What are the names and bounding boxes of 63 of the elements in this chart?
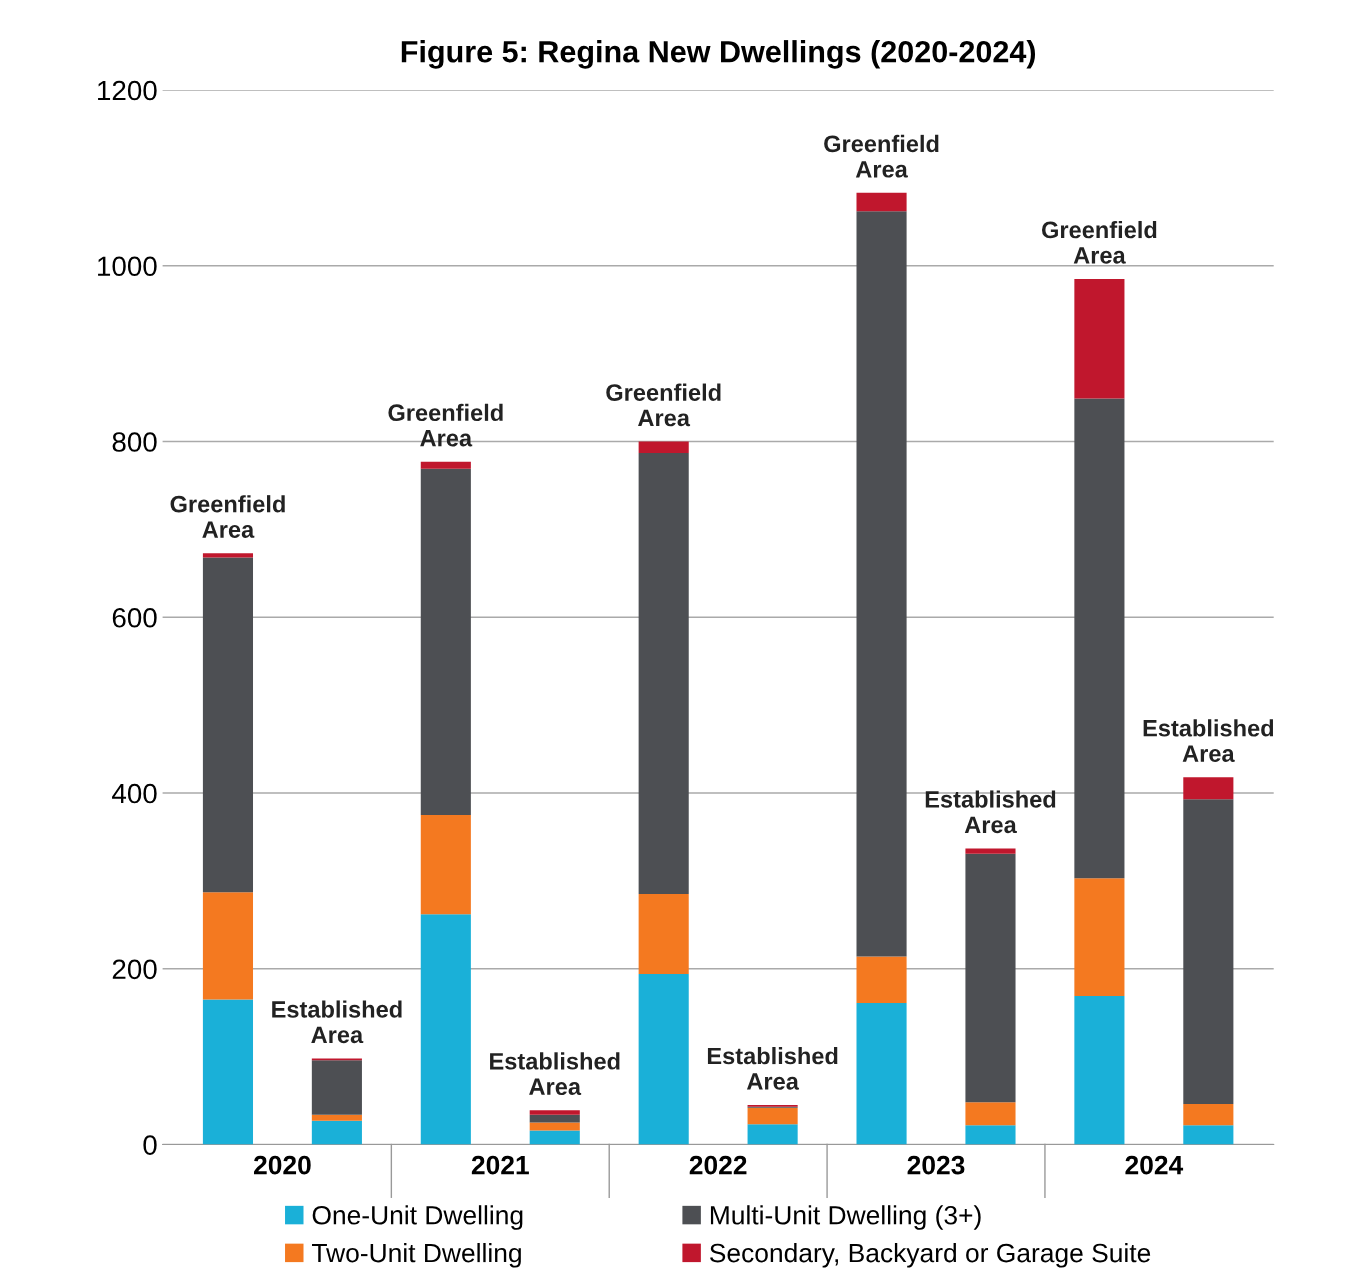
text: 2021 (471, 1155, 529, 1175)
bar (638, 974, 689, 1145)
x-tick-label: Established Area (272, 1000, 402, 1044)
x-tick-label: Established Area (490, 1052, 620, 1096)
bar (1074, 996, 1125, 1145)
x-tick-label: Greenfield Area (606, 383, 721, 427)
x-tick-label: Greenfield Area (1042, 220, 1157, 264)
bar (1183, 1125, 1234, 1145)
bar (529, 1114, 580, 1123)
y-tick-label: 200 (112, 959, 157, 980)
y-tick-label: 400 (112, 783, 157, 804)
x-tick-label: Greenfield Area (824, 134, 939, 178)
bar (638, 452, 689, 895)
bar (420, 914, 471, 1145)
bar (202, 999, 254, 1145)
bar (856, 211, 907, 957)
bar (856, 192, 907, 212)
bar (311, 1060, 362, 1115)
bar (420, 815, 471, 915)
bar (965, 1125, 1016, 1145)
bar (420, 461, 471, 469)
bar (1074, 278, 1125, 399)
legend-label: Multi-Unit Dwelling (3+) (710, 1205, 981, 1230)
bar (529, 1130, 580, 1145)
x-tick-label: Established Area (925, 790, 1056, 834)
bar (965, 1102, 1016, 1126)
bar (202, 557, 254, 893)
bar (856, 1003, 907, 1145)
legend-label: Secondary, Backyard or Garage Suite (709, 1242, 1151, 1268)
y-tick-label: 1000 (98, 256, 157, 277)
x-tick-label: Established Area (1143, 719, 1274, 762)
bar (1183, 777, 1234, 800)
chart-title: Figure 5: Regina New Dwellings (2020-2024) (401, 40, 1036, 69)
bar (965, 848, 1016, 854)
x-tick-label: Greenfield Area (170, 495, 285, 538)
bar (1074, 398, 1125, 879)
y-tick-label: 800 (112, 432, 157, 452)
y-tick-label: 1200 (98, 80, 157, 101)
legend-label: Two-Unit Dwelling (312, 1242, 521, 1268)
x-tick-label: Greenfield Area (388, 403, 503, 447)
bar (965, 853, 1016, 1103)
bar (420, 468, 471, 815)
bar (202, 892, 254, 1000)
bar (856, 956, 907, 1004)
bar (638, 441, 689, 453)
bar (311, 1120, 362, 1145)
text: 2024 (1125, 1155, 1184, 1175)
x-tick-label: Established Area (707, 1047, 838, 1090)
y-tick-label: 600 (112, 607, 157, 628)
text: 2020 (253, 1155, 311, 1175)
bar (202, 553, 254, 558)
text: 2023 (907, 1155, 965, 1175)
bar (1074, 878, 1125, 997)
bar (1183, 1104, 1234, 1126)
bar (638, 894, 689, 975)
bar (747, 1124, 798, 1145)
text: 2022 (689, 1155, 747, 1175)
legend-label: One-Unit Dwelling (312, 1205, 523, 1230)
bar (747, 1107, 798, 1125)
bar (311, 1114, 362, 1121)
y-tick-label: 0 (143, 1135, 157, 1155)
bar (529, 1110, 580, 1115)
bar (1183, 799, 1234, 1105)
